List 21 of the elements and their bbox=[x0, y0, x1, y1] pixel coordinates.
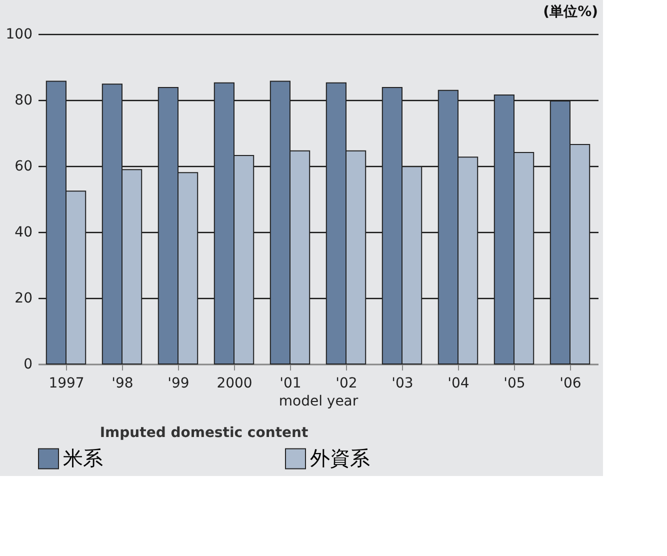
x-tick-label: '03 bbox=[392, 376, 414, 392]
x-tick-label: '98 bbox=[112, 376, 134, 392]
x-tick-label: '01 bbox=[280, 376, 302, 392]
x-tick-label: '06 bbox=[560, 376, 582, 392]
y-tick-label: 100 bbox=[6, 26, 32, 42]
legend-title: Imputed domestic content bbox=[100, 425, 308, 441]
y-tick-label: 60 bbox=[14, 158, 32, 174]
y-tick-label: 40 bbox=[14, 224, 32, 240]
x-tick-label: '02 bbox=[336, 376, 358, 392]
y-tick-label: 20 bbox=[14, 290, 32, 306]
text: (単位%) bbox=[543, 4, 598, 20]
x-axis-title: model year bbox=[278, 394, 358, 410]
x-tick-label: '04 bbox=[448, 376, 470, 392]
legend-label: 米系 bbox=[63, 446, 103, 470]
legend-label: 外資系 bbox=[310, 446, 370, 470]
x-tick-label: '05 bbox=[504, 376, 526, 392]
x-tick-label: 2000 bbox=[216, 376, 252, 392]
y-tick-label: 80 bbox=[14, 92, 32, 108]
x-tick-label: '99 bbox=[168, 376, 190, 392]
y-tick-label: 0 bbox=[24, 356, 32, 372]
x-tick-label: 1997 bbox=[48, 376, 84, 392]
